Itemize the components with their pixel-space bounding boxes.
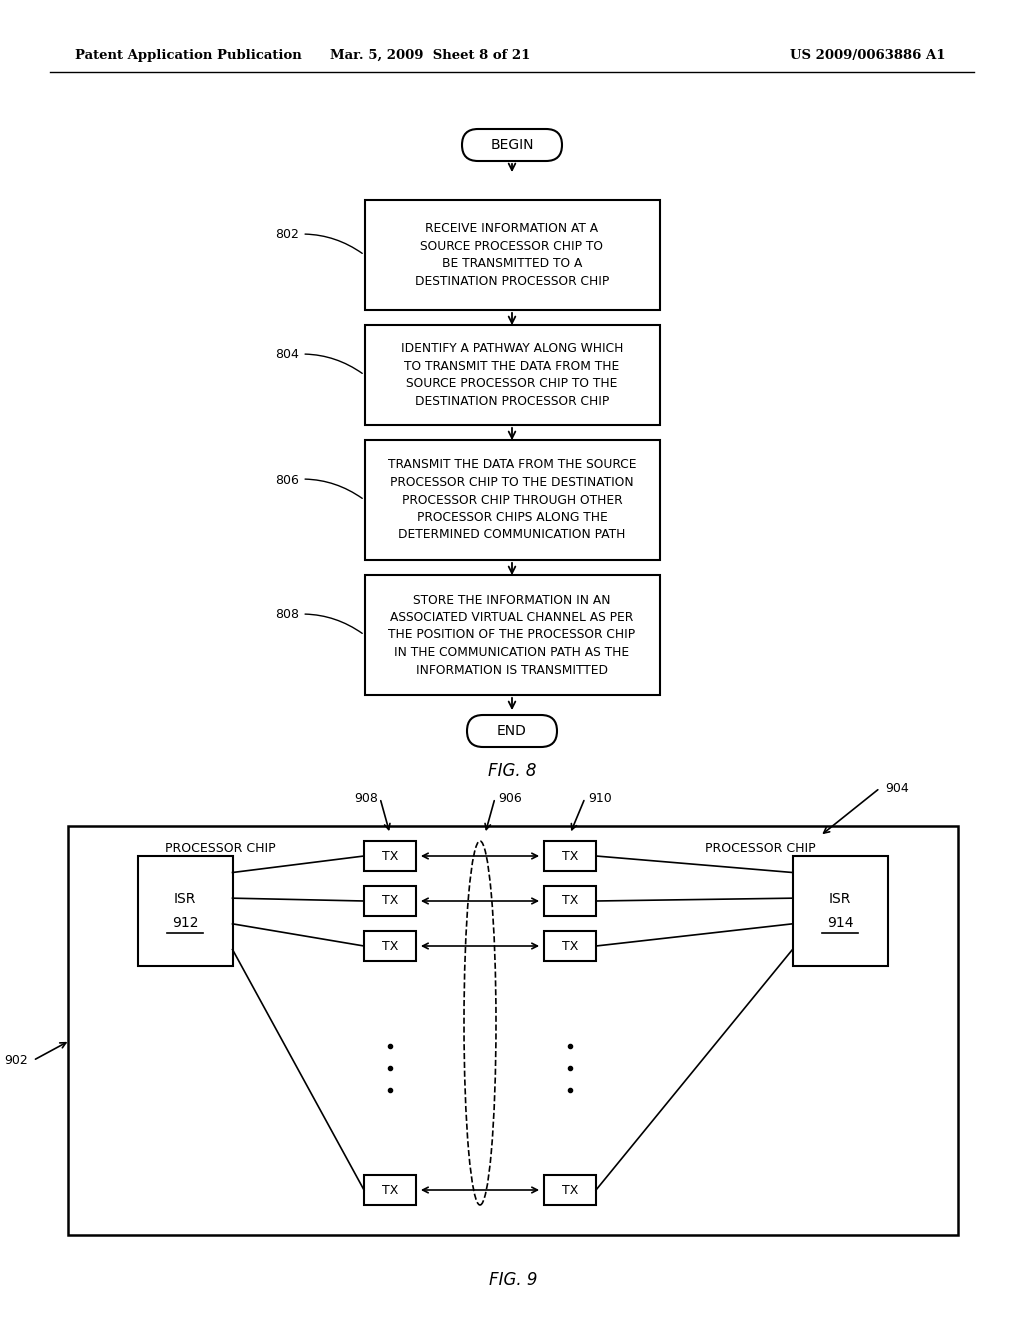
Text: TX: TX xyxy=(562,850,579,862)
Text: END: END xyxy=(497,723,527,738)
Text: ISR: ISR xyxy=(174,892,197,906)
Bar xyxy=(544,931,596,961)
Text: TX: TX xyxy=(382,940,398,953)
Text: FIG. 8: FIG. 8 xyxy=(487,762,537,780)
Text: TX: TX xyxy=(382,895,398,908)
Bar xyxy=(544,886,596,916)
Text: 902: 902 xyxy=(4,1053,28,1067)
Text: IDENTIFY A PATHWAY ALONG WHICH
TO TRANSMIT THE DATA FROM THE
SOURCE PROCESSOR CH: IDENTIFY A PATHWAY ALONG WHICH TO TRANSM… xyxy=(400,342,624,408)
Text: 912: 912 xyxy=(172,916,199,931)
Bar xyxy=(68,826,958,1236)
Text: STORE THE INFORMATION IN AN
ASSOCIATED VIRTUAL CHANNEL AS PER
THE POSITION OF TH: STORE THE INFORMATION IN AN ASSOCIATED V… xyxy=(388,594,636,676)
Bar xyxy=(364,841,416,871)
Text: TX: TX xyxy=(562,895,579,908)
Text: US 2009/0063886 A1: US 2009/0063886 A1 xyxy=(790,49,945,62)
Bar xyxy=(364,886,416,916)
FancyBboxPatch shape xyxy=(467,715,557,747)
Bar xyxy=(365,325,659,425)
Bar xyxy=(793,855,888,966)
Text: RECEIVE INFORMATION AT A
SOURCE PROCESSOR CHIP TO
BE TRANSMITTED TO A
DESTINATIO: RECEIVE INFORMATION AT A SOURCE PROCESSO… xyxy=(415,222,609,288)
Text: TX: TX xyxy=(382,1184,398,1196)
Text: BEGIN: BEGIN xyxy=(490,139,534,152)
Text: Mar. 5, 2009  Sheet 8 of 21: Mar. 5, 2009 Sheet 8 of 21 xyxy=(330,49,530,62)
Text: 906: 906 xyxy=(498,792,522,804)
Text: TX: TX xyxy=(562,940,579,953)
FancyBboxPatch shape xyxy=(462,129,562,161)
Text: 806: 806 xyxy=(275,474,362,499)
Bar xyxy=(544,841,596,871)
Text: 802: 802 xyxy=(275,228,362,253)
Text: 904: 904 xyxy=(885,781,908,795)
Bar xyxy=(544,1175,596,1205)
Text: 908: 908 xyxy=(354,792,378,804)
Text: 808: 808 xyxy=(275,609,362,634)
Text: Patent Application Publication: Patent Application Publication xyxy=(75,49,302,62)
Text: TX: TX xyxy=(562,1184,579,1196)
Text: TX: TX xyxy=(382,850,398,862)
Text: 914: 914 xyxy=(826,916,853,931)
Bar xyxy=(364,1175,416,1205)
Text: TRANSMIT THE DATA FROM THE SOURCE
PROCESSOR CHIP TO THE DESTINATION
PROCESSOR CH: TRANSMIT THE DATA FROM THE SOURCE PROCES… xyxy=(388,458,636,541)
Bar xyxy=(364,931,416,961)
Text: FIG. 9: FIG. 9 xyxy=(488,1271,538,1290)
Bar xyxy=(137,855,232,966)
Bar xyxy=(365,201,659,310)
Bar xyxy=(365,576,659,696)
Text: ISR: ISR xyxy=(828,892,851,906)
Text: PROCESSOR CHIP: PROCESSOR CHIP xyxy=(705,842,815,854)
Text: PROCESSOR CHIP: PROCESSOR CHIP xyxy=(165,842,275,854)
Text: 804: 804 xyxy=(275,348,362,374)
Text: 910: 910 xyxy=(588,792,611,804)
Bar xyxy=(365,440,659,560)
